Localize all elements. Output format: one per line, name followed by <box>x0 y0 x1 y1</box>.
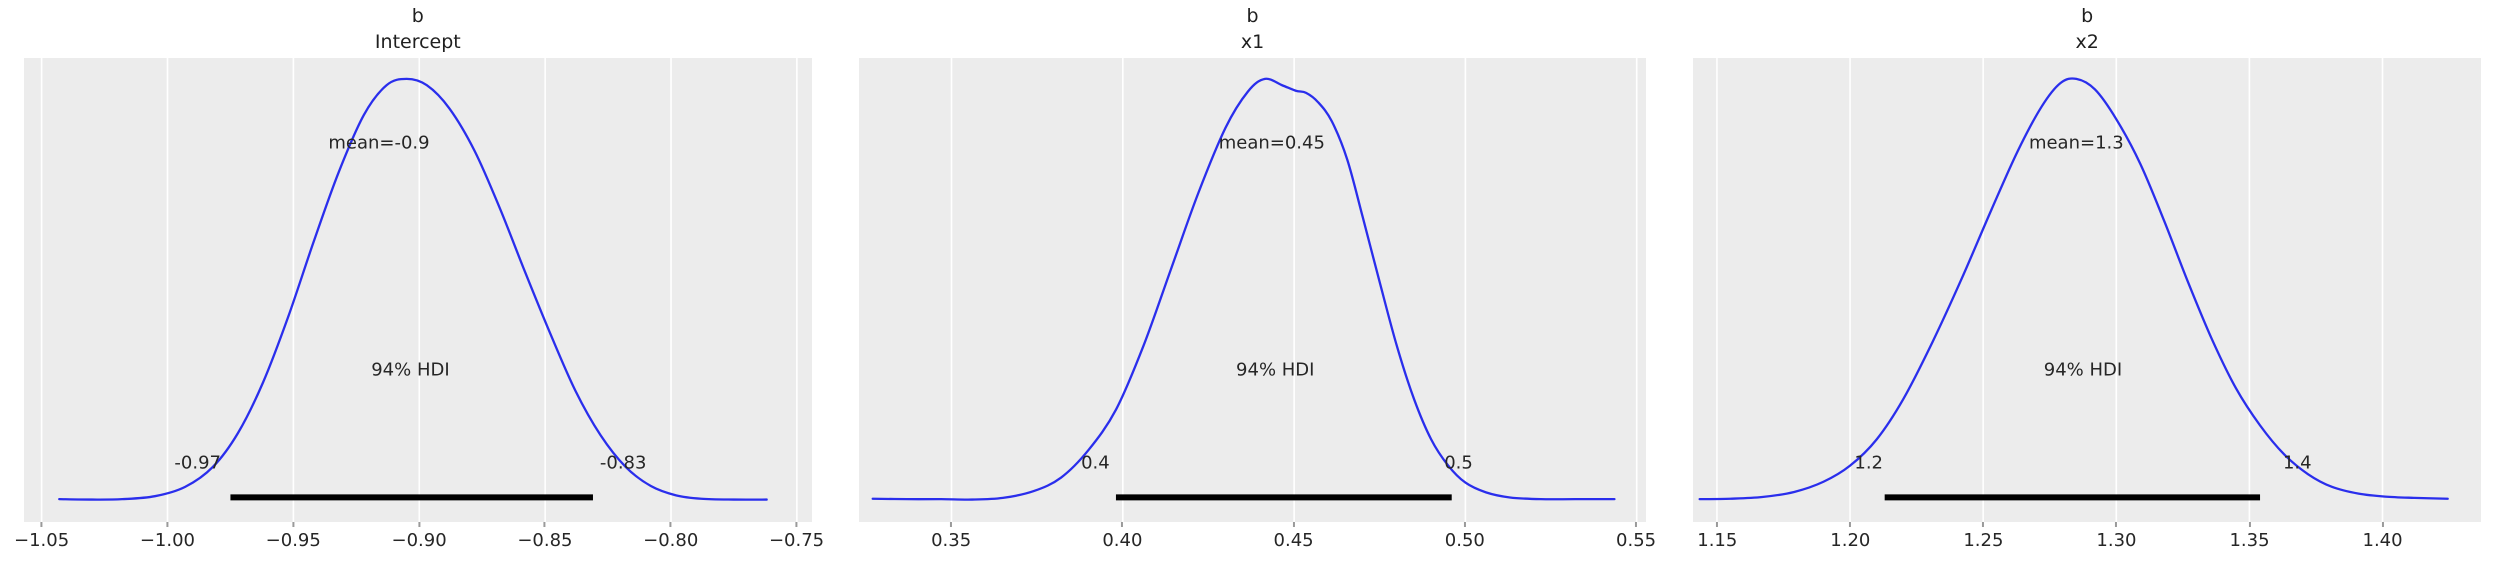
x-tick-label: −0.90 <box>391 530 447 551</box>
x-tick-label: 0.35 <box>931 530 972 551</box>
tick-mark <box>2115 522 2118 527</box>
x-tick-label: 0.50 <box>1444 530 1485 551</box>
x-tick: −0.80 <box>643 522 698 551</box>
x-tick: 0.35 <box>931 522 971 551</box>
plot-area: mean=0.45 94% HDI 0.4 0.5 <box>858 58 1647 522</box>
tick-mark <box>418 522 421 527</box>
x-tick-label: −0.85 <box>517 530 573 551</box>
panel-title: b Intercept <box>24 0 812 58</box>
x-tick-label: −1.00 <box>139 530 196 551</box>
x-tick-label: −0.95 <box>265 530 321 551</box>
kde-plot-svg: mean=1.3 94% HDI 1.2 1.4 <box>1698 58 2450 522</box>
panel-b-x1: b x1 mean=0.45 94% HDI 0.4 0.5 0.35 0.40 0.45… <box>858 0 1656 563</box>
panel-title: b x1 <box>859 0 1647 58</box>
hdi-upper-label: 1.4 <box>2283 453 2312 474</box>
tick-mark <box>795 522 798 527</box>
x-tick: −0.90 <box>392 522 447 551</box>
x-tick-label: −0.80 <box>643 530 699 551</box>
tick-mark <box>543 522 546 527</box>
x-tick-label: 1.40 <box>2362 530 2403 551</box>
x-tick-label: −1.05 <box>14 530 70 551</box>
x-axis: 1.15 1.20 1.25 1.30 1.35 1.40 <box>1693 522 2481 563</box>
x-tick-label: 1.20 <box>1830 530 1871 551</box>
tick-mark <box>166 522 169 527</box>
x-tick-label: 0.45 <box>1273 530 1314 551</box>
x-tick: −0.95 <box>266 522 321 551</box>
panel-b-x2: b x2 mean=1.3 94% HDI 1.2 1.4 1.15 1.20 1.25 1… <box>1693 0 2482 563</box>
x-tick-label: 1.35 <box>2229 530 2270 551</box>
tick-mark <box>1849 522 1852 527</box>
hdi-title-label: 94% HDI <box>2044 359 2122 380</box>
hdi-upper-label: -0.83 <box>600 453 647 474</box>
x-tick-label: 1.25 <box>1963 530 2004 551</box>
tick-mark <box>1463 522 1466 527</box>
panel-title-group: b <box>1246 5 1259 27</box>
tick-mark <box>1982 522 1985 527</box>
x-tick-label: −0.75 <box>768 530 825 551</box>
panel-b-intercept: b Intercept mean=-0.9 94% HDI -0.97 -0.83 −… <box>14 0 824 563</box>
mean-label: mean=1.3 <box>2029 132 2124 153</box>
hdi-title-label: 94% HDI <box>371 359 449 380</box>
panel-title-var: Intercept <box>374 31 461 53</box>
hdi-lower-label: -0.97 <box>174 453 221 474</box>
tick-mark <box>950 522 953 527</box>
plot-area: mean=-0.9 94% HDI -0.97 -0.83 <box>24 58 812 522</box>
x-tick: 1.15 <box>1697 522 1737 551</box>
tick-mark <box>2381 522 2384 527</box>
x-tick: 1.30 <box>2096 522 2136 551</box>
x-tick: 1.25 <box>1963 522 2003 551</box>
x-tick: 1.40 <box>2363 522 2403 551</box>
tick-mark <box>1292 522 1295 527</box>
x-tick: −1.05 <box>14 522 69 551</box>
x-axis: 0.35 0.40 0.45 0.50 0.55 <box>859 522 1656 563</box>
kde-curve <box>58 77 768 501</box>
x-tick: 0.50 <box>1445 522 1485 551</box>
plot-area: mean=1.3 94% HDI 1.2 1.4 <box>1693 58 2482 522</box>
panel-title-group: b <box>2081 5 2094 27</box>
x-tick: −0.75 <box>769 522 824 551</box>
tick-mark <box>292 522 295 527</box>
tick-mark <box>1716 522 1719 527</box>
tick-mark <box>40 522 43 527</box>
tick-mark <box>1121 522 1124 527</box>
panel-title-var: x2 <box>2075 31 2099 53</box>
tick-mark <box>1635 522 1638 527</box>
x-tick-label: 0.40 <box>1102 530 1143 551</box>
x-tick-label: 0.55 <box>1616 530 1657 551</box>
hdi-lower-label: 1.2 <box>1855 453 1884 474</box>
x-tick: −1.00 <box>140 522 195 551</box>
hdi-title-label: 94% HDI <box>1236 359 1314 380</box>
kde-plot-svg: mean=0.45 94% HDI 0.4 0.5 <box>871 58 1638 522</box>
kde-curve <box>1698 77 2450 501</box>
x-tick-label: 1.15 <box>1697 530 1738 551</box>
x-tick-label: 1.30 <box>2096 530 2137 551</box>
panel-title-group: b <box>411 5 424 27</box>
x-tick: 1.20 <box>1830 522 1870 551</box>
panel-title: b x2 <box>1693 0 2481 58</box>
x-axis: −1.05 −1.00 −0.95 −0.90 −0.85 −0.80 −0.75 <box>14 522 824 563</box>
x-tick: 0.40 <box>1102 522 1142 551</box>
kde-curve <box>871 77 1616 501</box>
hdi-lower-label: 0.4 <box>1081 453 1110 474</box>
x-tick: 0.55 <box>1616 522 1656 551</box>
mean-label: mean=-0.9 <box>328 132 429 153</box>
mean-label: mean=0.45 <box>1218 132 1324 153</box>
panel-title-var: x1 <box>1240 31 1265 53</box>
hdi-upper-label: 0.5 <box>1444 453 1473 474</box>
x-tick: 0.45 <box>1274 522 1314 551</box>
x-tick: −0.85 <box>517 522 572 551</box>
x-tick: 1.35 <box>2229 522 2270 551</box>
kde-plot-svg: mean=-0.9 94% HDI -0.97 -0.83 <box>40 58 798 522</box>
tick-mark <box>2248 522 2251 527</box>
tick-mark <box>669 522 672 527</box>
